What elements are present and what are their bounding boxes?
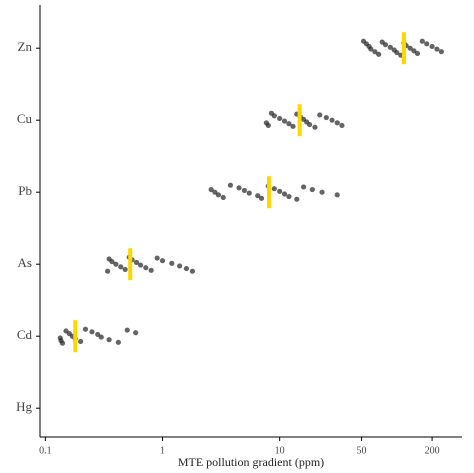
y-tick-label: Zn bbox=[18, 39, 33, 54]
point bbox=[236, 185, 242, 191]
point bbox=[382, 42, 389, 48]
point bbox=[376, 51, 382, 57]
point bbox=[215, 192, 222, 198]
point bbox=[309, 186, 315, 193]
point bbox=[246, 190, 252, 196]
point bbox=[434, 46, 440, 52]
point bbox=[124, 327, 130, 333]
x-axis-title: MTE pollution gradient (ppm) bbox=[178, 455, 324, 469]
point bbox=[122, 266, 128, 273]
x-tick-label: 50 bbox=[357, 445, 367, 456]
point bbox=[148, 267, 154, 273]
point bbox=[115, 339, 121, 345]
point bbox=[227, 182, 234, 188]
point bbox=[414, 50, 421, 57]
point bbox=[286, 193, 292, 200]
x-tick-label: 1 bbox=[160, 445, 165, 456]
point bbox=[133, 330, 139, 336]
point bbox=[189, 268, 196, 274]
point bbox=[317, 112, 323, 118]
point bbox=[183, 265, 190, 272]
point bbox=[424, 41, 430, 47]
point bbox=[241, 187, 248, 194]
point bbox=[294, 196, 300, 202]
point bbox=[368, 46, 374, 52]
point bbox=[419, 38, 425, 44]
point bbox=[154, 255, 160, 261]
point bbox=[306, 121, 313, 128]
y-tick-label: As bbox=[18, 255, 32, 270]
point bbox=[159, 258, 166, 264]
median-bar bbox=[266, 176, 271, 209]
y-tick-label: Pb bbox=[18, 183, 32, 198]
point bbox=[387, 44, 393, 50]
point bbox=[323, 114, 329, 121]
point bbox=[277, 115, 283, 122]
point bbox=[109, 258, 115, 265]
point bbox=[339, 122, 345, 129]
point bbox=[407, 45, 413, 51]
point bbox=[113, 261, 119, 267]
point bbox=[312, 124, 318, 130]
median-bar bbox=[297, 104, 302, 137]
point bbox=[300, 184, 307, 190]
x-tick-label: 10 bbox=[275, 445, 285, 456]
point bbox=[334, 120, 340, 126]
x-tick-label: 0.1 bbox=[39, 445, 52, 456]
point bbox=[258, 195, 265, 201]
median-bar bbox=[401, 32, 406, 65]
point bbox=[82, 326, 89, 332]
point bbox=[89, 329, 95, 335]
point bbox=[106, 337, 112, 343]
median-bar bbox=[128, 248, 133, 281]
point bbox=[372, 49, 378, 55]
y-tick-label: Hg bbox=[16, 399, 32, 414]
point bbox=[98, 334, 104, 340]
point bbox=[286, 121, 292, 127]
point bbox=[118, 264, 124, 270]
point bbox=[265, 122, 271, 129]
point bbox=[105, 268, 111, 274]
point bbox=[394, 49, 400, 56]
x-tick-label: 200 bbox=[425, 445, 440, 456]
y-tick-label: Cu bbox=[17, 111, 33, 126]
point bbox=[208, 186, 214, 193]
point bbox=[329, 117, 335, 123]
point bbox=[143, 265, 149, 271]
point bbox=[277, 188, 283, 194]
point bbox=[271, 186, 277, 192]
point bbox=[429, 43, 435, 50]
point bbox=[137, 262, 144, 268]
point bbox=[78, 338, 84, 345]
point bbox=[271, 113, 277, 119]
point bbox=[281, 191, 288, 197]
point bbox=[59, 340, 66, 346]
point bbox=[319, 189, 325, 195]
point bbox=[281, 118, 288, 124]
point bbox=[438, 49, 444, 55]
point bbox=[169, 260, 175, 266]
point bbox=[290, 123, 296, 129]
median-bar bbox=[73, 320, 78, 353]
point bbox=[255, 193, 261, 199]
point bbox=[334, 192, 340, 198]
point bbox=[177, 263, 183, 269]
y-tick-label: Cd bbox=[17, 327, 33, 342]
point bbox=[220, 194, 226, 201]
point bbox=[133, 259, 140, 266]
